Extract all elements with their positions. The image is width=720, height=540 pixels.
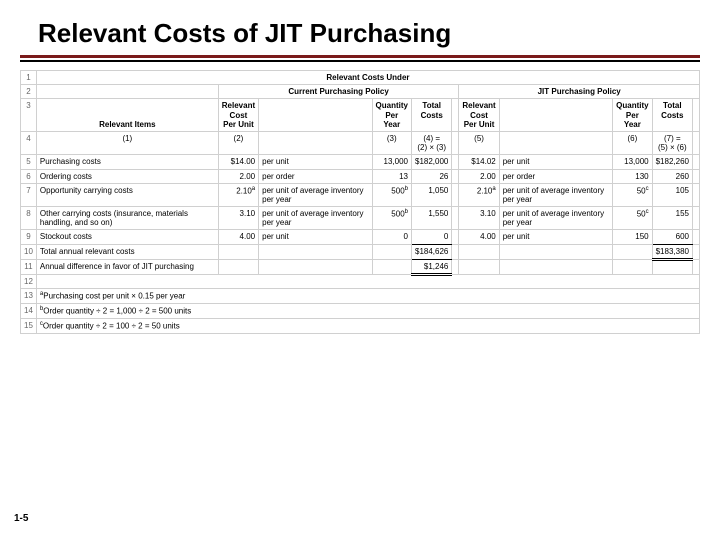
page-number: 1-5 [14, 513, 28, 524]
header-top: Relevant Costs Under [36, 71, 699, 85]
header-jit: JIT Purchasing Policy [459, 85, 700, 99]
row-purchasing: 5 Purchasing costs $14.00 per unit 13,00… [21, 155, 700, 169]
note-b: 14 bOrder quantity ÷ 2 = 1,000 ÷ 2 = 500… [21, 304, 700, 319]
header-current: Current Purchasing Policy [218, 85, 459, 99]
rule-red [20, 55, 700, 58]
note-a: 13 aPurchasing cost per unit × 0.15 per … [21, 289, 700, 304]
slide-title: Relevant Costs of JIT Purchasing [38, 18, 700, 49]
costs-table: 1 Relevant Costs Under 2 Current Purchas… [20, 70, 700, 334]
row-total: 10 Total annual relevant costs $184,626 … [21, 244, 700, 259]
row-other-carrying: 8 Other carrying costs (insurance, mater… [21, 207, 700, 230]
row-ordering: 6 Ordering costs 2.00 per order 13 26 2.… [21, 169, 700, 183]
row-stockout: 9 Stockout costs 4.00 per unit 0 0 4.00 … [21, 230, 700, 244]
h-relevant-items: Relevant Items [36, 99, 218, 132]
row-opportunity: 7 Opportunity carrying costs 2.10a per u… [21, 183, 700, 206]
rule-black [20, 60, 700, 62]
note-c: 15 cOrder quantity ÷ 2 = 100 ÷ 2 = 50 un… [21, 318, 700, 333]
row-difference: 11 Annual difference in favor of JIT pur… [21, 259, 700, 274]
rownum: 1 [21, 71, 37, 85]
